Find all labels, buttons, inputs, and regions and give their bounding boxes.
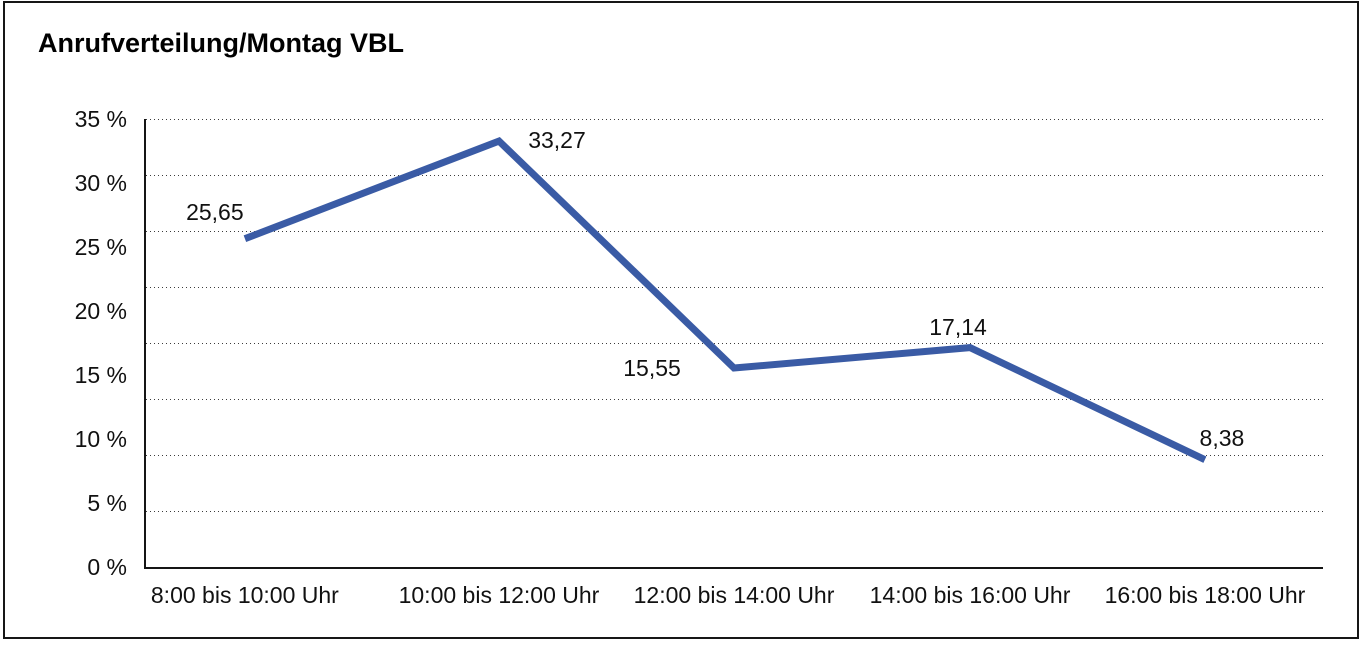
y-axis-tick-label: 35 %	[74, 106, 127, 132]
y-axis-tick-label: 0 %	[87, 554, 127, 580]
x-axis-category-label: 14:00 bis 16:00 Uhr	[869, 582, 1071, 608]
gridline	[146, 119, 1323, 120]
chart-title: Anrufverteilung/Montag VBL	[38, 28, 404, 58]
gridline	[146, 287, 1323, 288]
data-line	[243, 137, 1207, 463]
gridline	[146, 399, 1323, 400]
gridline	[146, 343, 1323, 344]
y-axis-tick-label: 25 %	[74, 234, 127, 260]
y-axis-tick-label: 15 %	[74, 362, 127, 388]
data-point-value-label: 8,38	[1199, 424, 1245, 451]
gridline	[146, 175, 1323, 176]
y-axis-tick-label: 5 %	[87, 490, 127, 516]
x-axis-category-label: 12:00 bis 14:00 Uhr	[633, 582, 835, 608]
data-point-value-label: 17,14	[929, 313, 987, 340]
data-point-value-label: 15,55	[623, 354, 681, 381]
y-axis-tick-label: 20 %	[74, 298, 127, 324]
data-point-value-label: 25,65	[186, 198, 244, 225]
y-axis-tick-label: 30 %	[74, 170, 127, 196]
gridline	[146, 511, 1323, 512]
data-point-value-label: 33,27	[528, 127, 586, 154]
x-axis-line	[144, 567, 1323, 569]
x-axis-category-label: 8:00 bis 10:00 Uhr	[150, 582, 339, 608]
gridline	[146, 455, 1323, 456]
y-axis-line	[144, 119, 146, 569]
data-line-layer	[243, 137, 1207, 463]
x-axis-category-label: 16:00 bis 18:00 Uhr	[1104, 582, 1306, 608]
gridline	[146, 231, 1323, 232]
y-axis-tick-label: 10 %	[74, 426, 127, 452]
x-axis-category-label: 10:00 bis 12:00 Uhr	[398, 582, 600, 608]
